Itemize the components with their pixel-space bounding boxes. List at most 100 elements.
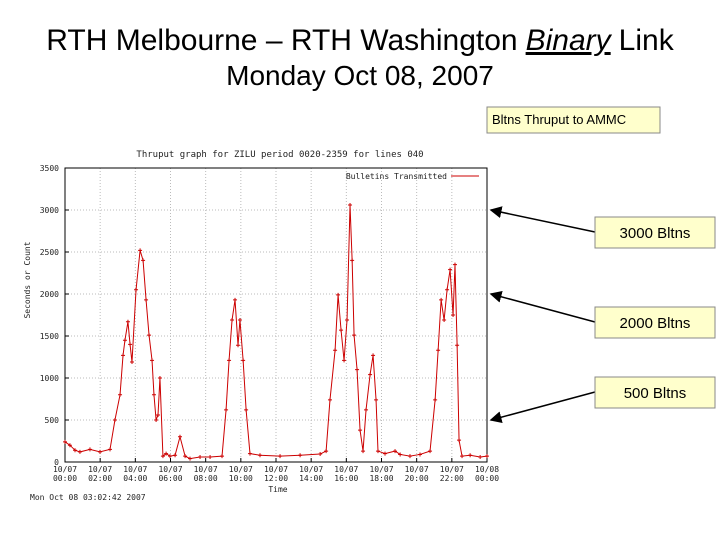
callout-arrow [489,206,596,233]
x-tick-label: 10/07 02:00 [88,465,112,483]
y-tick-label: 3500 [40,164,59,173]
legend-label: Bulletins Transmitted [346,172,447,181]
data-point [433,397,438,402]
data-point [138,248,143,253]
data-point [342,358,347,363]
y-axis-label: Seconds or Count [23,241,32,318]
title-part: Binary [525,24,611,57]
data-point [151,392,156,397]
x-axis-label: Time [268,485,287,494]
data-point [333,348,338,353]
data-point [237,318,242,323]
data-point [167,454,172,459]
data-point [247,451,252,456]
data-point [183,454,188,459]
data-point [241,358,246,363]
data-point [164,451,169,456]
x-tick-label: 10/07 14:00 [299,465,323,483]
data-point [339,328,344,333]
x-tick-label: 10/07 22:00 [440,465,464,483]
data-point [122,338,127,343]
slide-title: RTH Melbourne – RTH Washington Binary Link [0,24,720,58]
x-tick-label: 10/07 06:00 [158,465,182,483]
data-point [118,392,123,397]
data-point [355,367,360,372]
data-point [134,287,139,292]
callout-text: Bltns Thruput to AMMC [492,112,626,127]
callout-arrow [489,290,596,323]
data-point [63,439,67,444]
data-point [352,333,357,338]
slide-subtitle: Monday Oct 08, 2007 [226,60,494,91]
data-point [445,287,450,292]
footer: Mon Oct 08 03:02:42 2007 [30,493,146,502]
title-part: RTH Melbourne – RTH Washington [46,24,518,57]
data-point [233,297,238,302]
y-tick-label: 500 [45,416,60,425]
x-tick-label: 10/07 18:00 [369,465,393,483]
x-tick-label: 10/07 16:00 [334,465,358,483]
plot-frame [64,167,488,463]
data-point [173,453,178,458]
data-point [478,454,483,459]
data-point [208,454,213,459]
y-tick-label: 1500 [40,332,59,341]
callout-text: 500 Bltns [624,385,687,402]
data-point [112,418,117,422]
data-point [160,454,165,459]
data-point [230,318,235,323]
y-tick-label: 0 [54,458,59,467]
x-tick-label: 10/07 20:00 [405,465,429,483]
data-point [383,451,388,456]
data-point [129,360,134,365]
chart-title: Thruput graph for ZILU period 0020-2359 … [136,150,423,160]
data-point [368,372,373,377]
data-point [177,434,182,439]
data-point [188,456,193,461]
callout-text: 2000 Bltns [620,315,691,332]
y-tick-label: 3000 [40,206,59,215]
data-point [87,447,92,452]
data-point [97,449,102,454]
data-point [398,452,403,457]
data-point [154,418,159,422]
data-point [371,353,376,358]
data-point [141,258,146,263]
data-point [451,313,456,317]
data-point [460,454,465,459]
data-point [236,343,241,348]
data-point [336,292,341,297]
data-point [67,443,72,448]
data-point [375,449,380,454]
data-point [485,454,489,459]
data-point [150,358,155,363]
data-point [345,318,350,323]
data-point [108,447,113,452]
data-point [455,343,460,348]
callout-box [594,216,716,249]
data-point [436,348,441,353]
data-point [452,262,457,267]
data-point [220,454,225,459]
callout-text: 3000 Bltns [620,225,691,242]
y-tick-label: 2500 [40,248,59,257]
x-tick-label: 10/07 12:00 [264,465,288,483]
callout-box [486,106,661,134]
data-point [361,449,366,454]
data-point [156,412,161,417]
data-point [278,454,283,459]
data-point [77,449,82,454]
data-point [227,358,232,363]
y-tick-label: 1000 [40,374,59,383]
callout-arrow [489,391,596,424]
data-point [298,453,303,458]
data-point [157,376,162,380]
data-point [244,407,249,412]
data-point [439,297,444,302]
data-point [125,319,130,324]
data-point [121,353,126,358]
data-point [324,449,329,454]
title-part: Link [618,24,674,57]
